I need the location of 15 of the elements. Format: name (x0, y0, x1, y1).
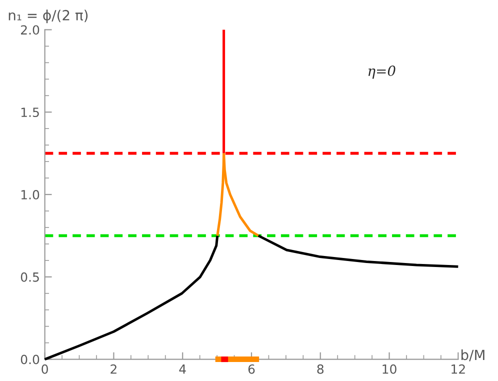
x-tick-label: 6 (248, 364, 255, 374)
y-tick-label: 1.0 (21, 190, 40, 200)
y-tick-label: 2.0 (20, 25, 40, 35)
x-tick-label: 0 (42, 364, 48, 374)
y-axis-title: n₁ = ϕ/(2 π) (8, 10, 88, 24)
annotation: η=0 (368, 66, 396, 79)
x-tick-label: 8 (317, 364, 324, 374)
x-tick-label: 10 (382, 364, 396, 374)
y-tick-label: 0.0 (20, 354, 40, 364)
x-axis-title: b/M (461, 349, 484, 362)
y-tick-label: 1.5 (21, 108, 39, 118)
x-tick-label: 12 (452, 364, 465, 374)
x-tick-label: 2 (110, 364, 116, 374)
x-tick-label: 4 (179, 364, 186, 374)
y-tick-label: 0.5 (20, 272, 39, 282)
